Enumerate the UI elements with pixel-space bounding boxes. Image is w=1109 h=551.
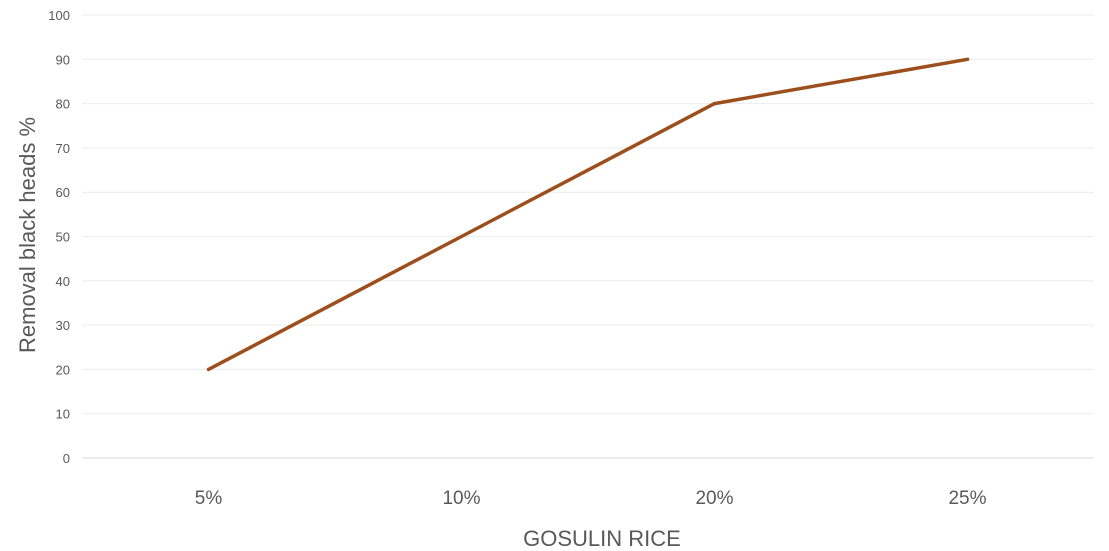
x-axis-ticks: 5% 10% 20% 25% bbox=[195, 488, 987, 509]
y-axis-ticks: 0 10 20 30 40 50 60 70 80 90 100 bbox=[48, 8, 70, 466]
y-tick-label: 40 bbox=[56, 274, 70, 289]
y-tick-label: 30 bbox=[56, 318, 70, 333]
x-tick-label: 5% bbox=[195, 488, 223, 509]
x-axis-title: GOSULIN RICE bbox=[523, 526, 681, 551]
y-tick-label: 50 bbox=[56, 230, 70, 245]
y-axis-title: Removal black heads % bbox=[15, 117, 40, 353]
y-tick-label: 0 bbox=[63, 451, 70, 466]
data-point bbox=[966, 57, 969, 61]
y-tick-label: 10 bbox=[56, 407, 70, 422]
x-tick-label: 20% bbox=[695, 488, 733, 509]
y-tick-label: 20 bbox=[56, 362, 70, 377]
gridlines bbox=[82, 14, 1094, 459]
y-tick-label: 70 bbox=[56, 141, 70, 156]
x-tick-label: 25% bbox=[948, 488, 986, 509]
x-tick-label: 10% bbox=[442, 488, 480, 509]
data-point bbox=[460, 235, 463, 238]
series-line bbox=[206, 57, 970, 372]
y-tick-label: 100 bbox=[48, 8, 70, 23]
y-tick-label: 80 bbox=[56, 97, 70, 112]
series-layer bbox=[206, 57, 970, 372]
y-tick-label: 60 bbox=[56, 185, 70, 200]
data-point bbox=[713, 102, 716, 106]
y-tick-label: 90 bbox=[56, 52, 70, 67]
data-point bbox=[207, 367, 210, 371]
